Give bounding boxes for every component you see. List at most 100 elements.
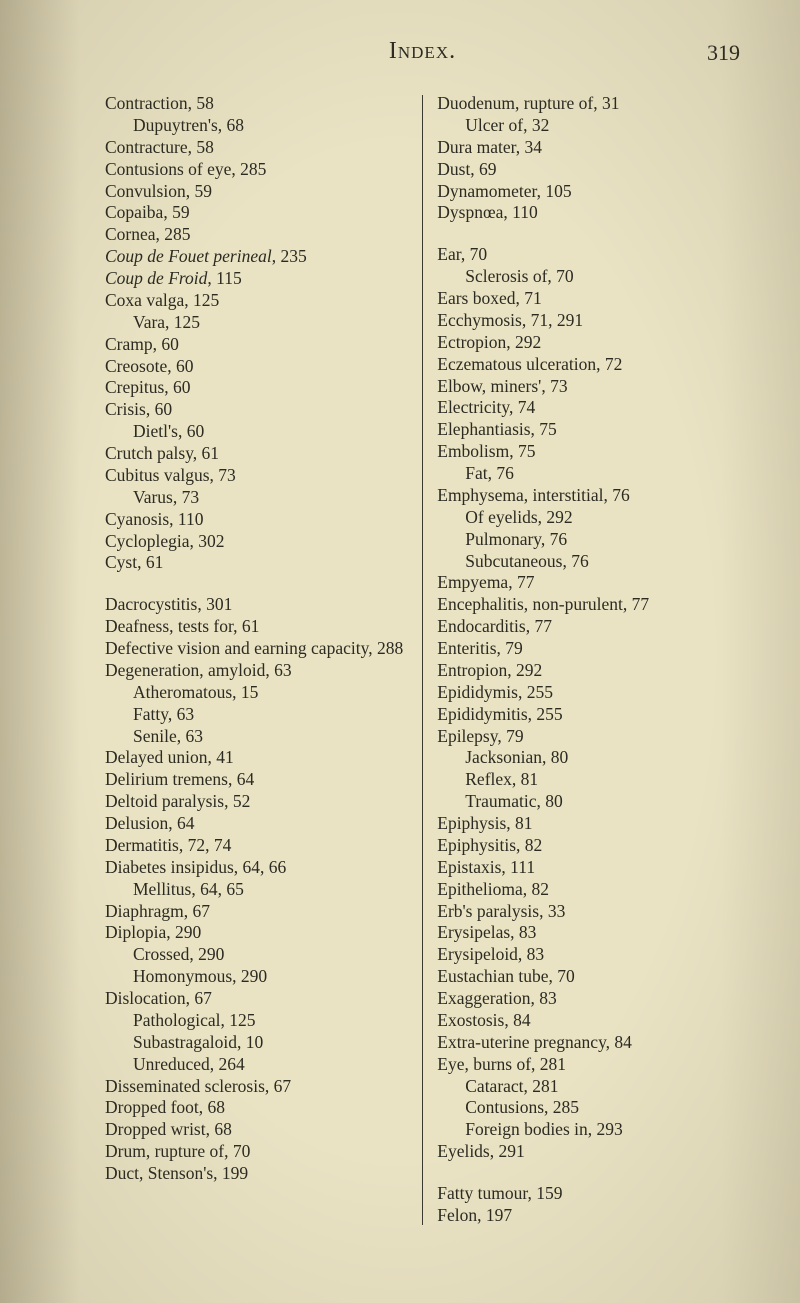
index-entry: Delusion, 64	[105, 813, 408, 835]
index-entry: Subcutaneous, 76	[437, 551, 740, 573]
index-entry: Dermatitis, 72, 74	[105, 835, 408, 857]
index-entry: Epistaxis, 111	[437, 857, 740, 879]
index-entry: Elephantiasis, 75	[437, 419, 740, 441]
index-entry: Pathological, 125	[105, 1010, 408, 1032]
index-entry: Unreduced, 264	[105, 1054, 408, 1076]
index-entry: Deafness, tests for, 61	[105, 616, 408, 638]
index-entry: Contracture, 58	[105, 137, 408, 159]
index-entry: Erb's paralysis, 33	[437, 901, 740, 923]
index-entry: Extra-uterine pregnancy, 84	[437, 1032, 740, 1054]
index-entry: Embolism, 75	[437, 441, 740, 463]
index-entry: Erysipelas, 83	[437, 922, 740, 944]
page-title: Index.	[389, 38, 456, 65]
index-entry: Crisis, 60	[105, 399, 408, 421]
index-spacer	[437, 1163, 740, 1183]
index-entry: Epiphysis, 81	[437, 813, 740, 835]
index-spacer	[105, 574, 408, 594]
index-entry: Ear, 70	[437, 244, 740, 266]
index-entry: Dura mater, 34	[437, 137, 740, 159]
index-entry: Fatty, 63	[105, 704, 408, 726]
index-entry: Epididymitis, 255	[437, 704, 740, 726]
index-entry: Elbow, miners', 73	[437, 376, 740, 398]
index-entry: Cycloplegia, 302	[105, 531, 408, 553]
index-entry: Foreign bodies in, 293	[437, 1119, 740, 1141]
index-entry: Delirium tremens, 64	[105, 769, 408, 791]
index-entry: Contusions of eye, 285	[105, 159, 408, 181]
index-entry: Entropion, 292	[437, 660, 740, 682]
index-entry: Cubitus valgus, 73	[105, 465, 408, 487]
index-entry: Of eyelids, 292	[437, 507, 740, 529]
index-entry: Empyema, 77	[437, 572, 740, 594]
index-entry: Delayed union, 41	[105, 747, 408, 769]
index-entry: Endocarditis, 77	[437, 616, 740, 638]
index-entry: Crepitus, 60	[105, 377, 408, 399]
index-entry: Coup de Froid, 115	[105, 268, 408, 290]
index-entry: Contusions, 285	[437, 1097, 740, 1119]
index-entry: Epiphysitis, 82	[437, 835, 740, 857]
index-entry: Dyspnœa, 110	[437, 202, 740, 224]
index-entry: Coup de Fouet perineal, 235	[105, 246, 408, 268]
index-entry: Dynamometer, 105	[437, 181, 740, 203]
index-entry: Crutch palsy, 61	[105, 443, 408, 465]
index-entry: Epithelioma, 82	[437, 879, 740, 901]
index-columns: Contraction, 58Dupuytren's, 68Contractur…	[105, 93, 740, 1227]
left-column: Contraction, 58Dupuytren's, 68Contractur…	[105, 93, 422, 1227]
index-entry: Ectropion, 292	[437, 332, 740, 354]
index-entry: Dacrocystitis, 301	[105, 594, 408, 616]
index-entry: Coxa valga, 125	[105, 290, 408, 312]
index-entry: Eustachian tube, 70	[437, 966, 740, 988]
index-entry: Duct, Stenson's, 199	[105, 1163, 408, 1185]
index-entry: Traumatic, 80	[437, 791, 740, 813]
index-entry: Eyelids, 291	[437, 1141, 740, 1163]
page-number: 319	[707, 40, 740, 66]
right-column: Duodenum, rupture of, 31Ulcer of, 32Dura…	[423, 93, 740, 1227]
index-entry: Exaggeration, 83	[437, 988, 740, 1010]
index-entry: Enteritis, 79	[437, 638, 740, 660]
index-entry: Dust, 69	[437, 159, 740, 181]
index-entry: Felon, 197	[437, 1205, 740, 1227]
index-entry: Subastragaloid, 10	[105, 1032, 408, 1054]
index-entry: Degeneration, amyloid, 63	[105, 660, 408, 682]
index-entry: Cramp, 60	[105, 334, 408, 356]
index-entry: Homonymous, 290	[105, 966, 408, 988]
index-entry: Dietl's, 60	[105, 421, 408, 443]
index-entry: Fat, 76	[437, 463, 740, 485]
index-entry: Mellitus, 64, 65	[105, 879, 408, 901]
page-header: Index. 319	[105, 38, 740, 65]
index-entry: Fatty tumour, 159	[437, 1183, 740, 1205]
index-entry: Cornea, 285	[105, 224, 408, 246]
index-entry: Dropped foot, 68	[105, 1097, 408, 1119]
index-entry: Drum, rupture of, 70	[105, 1141, 408, 1163]
index-entry: Disseminated sclerosis, 67	[105, 1076, 408, 1098]
index-entry: Cataract, 281	[437, 1076, 740, 1098]
index-entry: Electricity, 74	[437, 397, 740, 419]
index-entry: Emphysema, interstitial, 76	[437, 485, 740, 507]
index-entry: Convulsion, 59	[105, 181, 408, 203]
index-entry: Pulmonary, 76	[437, 529, 740, 551]
index-entry: Epididymis, 255	[437, 682, 740, 704]
index-entry: Varus, 73	[105, 487, 408, 509]
index-entry: Contraction, 58	[105, 93, 408, 115]
index-entry: Diabetes insipidus, 64, 66	[105, 857, 408, 879]
index-entry: Ulcer of, 32	[437, 115, 740, 137]
index-entry: Reflex, 81	[437, 769, 740, 791]
index-entry: Crossed, 290	[105, 944, 408, 966]
index-entry: Ears boxed, 71	[437, 288, 740, 310]
index-entry: Diplopia, 290	[105, 922, 408, 944]
index-entry: Duodenum, rupture of, 31	[437, 93, 740, 115]
index-entry: Ecchymosis, 71, 291	[437, 310, 740, 332]
index-entry: Jacksonian, 80	[437, 747, 740, 769]
index-entry: Deltoid paralysis, 52	[105, 791, 408, 813]
index-entry: Exostosis, 84	[437, 1010, 740, 1032]
index-entry: Creosote, 60	[105, 356, 408, 378]
index-entry: Diaphragm, 67	[105, 901, 408, 923]
index-entry: Dislocation, 67	[105, 988, 408, 1010]
index-entry: Vara, 125	[105, 312, 408, 334]
index-entry: Senile, 63	[105, 726, 408, 748]
index-entry: Sclerosis of, 70	[437, 266, 740, 288]
index-entry: Eczematous ulceration, 72	[437, 354, 740, 376]
index-entry: Dropped wrist, 68	[105, 1119, 408, 1141]
index-entry: Defective vision and earning capacity, 2…	[105, 638, 408, 660]
index-entry: Epilepsy, 79	[437, 726, 740, 748]
index-entry: Atheromatous, 15	[105, 682, 408, 704]
